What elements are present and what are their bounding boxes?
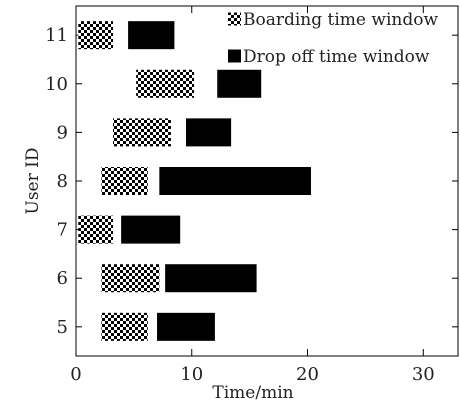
y-tick-label: 10 xyxy=(45,74,68,95)
legend-swatch-boarding xyxy=(228,12,241,26)
boarding-window-bar xyxy=(101,312,148,341)
y-axis-ticks: 5 6 7 8 9 10 11 xyxy=(45,25,458,338)
x-tick-label: 10 xyxy=(180,364,203,385)
x-tick-label: 20 xyxy=(296,364,319,385)
y-tick-label: 7 xyxy=(57,220,68,241)
x-axis-title: Time/min xyxy=(212,383,293,402)
boarding-window-bar xyxy=(78,21,114,50)
boarding-window-bar xyxy=(78,215,114,244)
legend-label-boarding: Boarding time window xyxy=(243,10,438,30)
interval-bars xyxy=(78,21,311,341)
dropoff-window-bar xyxy=(165,264,257,293)
dropoff-window-bar xyxy=(121,215,181,244)
dropoff-window-bar xyxy=(157,312,215,341)
y-tick-label: 8 xyxy=(57,171,68,192)
y-tick-label: 9 xyxy=(57,122,68,143)
y-tick-label: 5 xyxy=(57,317,68,338)
boarding-window-bar xyxy=(113,118,171,147)
x-tick-label: 30 xyxy=(412,364,435,385)
dropoff-window-bar xyxy=(159,167,311,195)
x-axis-ticks: 0 10 20 30 xyxy=(70,6,435,385)
legend-label-dropoff: Drop off time window xyxy=(243,47,430,67)
y-tick-label: 11 xyxy=(45,25,68,46)
legend: Boarding time window Drop off time window xyxy=(228,10,438,67)
y-tick-label: 6 xyxy=(57,268,68,289)
dropoff-window-bar xyxy=(217,69,262,98)
legend-swatch-dropoff xyxy=(228,49,241,63)
boarding-window-bar xyxy=(101,167,148,195)
boarding-window-bar xyxy=(101,264,160,293)
boarding-window-bar xyxy=(136,69,195,98)
dropoff-window-bar xyxy=(128,21,175,50)
y-axis-title: User ID xyxy=(23,148,43,215)
dropoff-window-bar xyxy=(185,118,232,147)
x-tick-label: 0 xyxy=(70,364,81,385)
